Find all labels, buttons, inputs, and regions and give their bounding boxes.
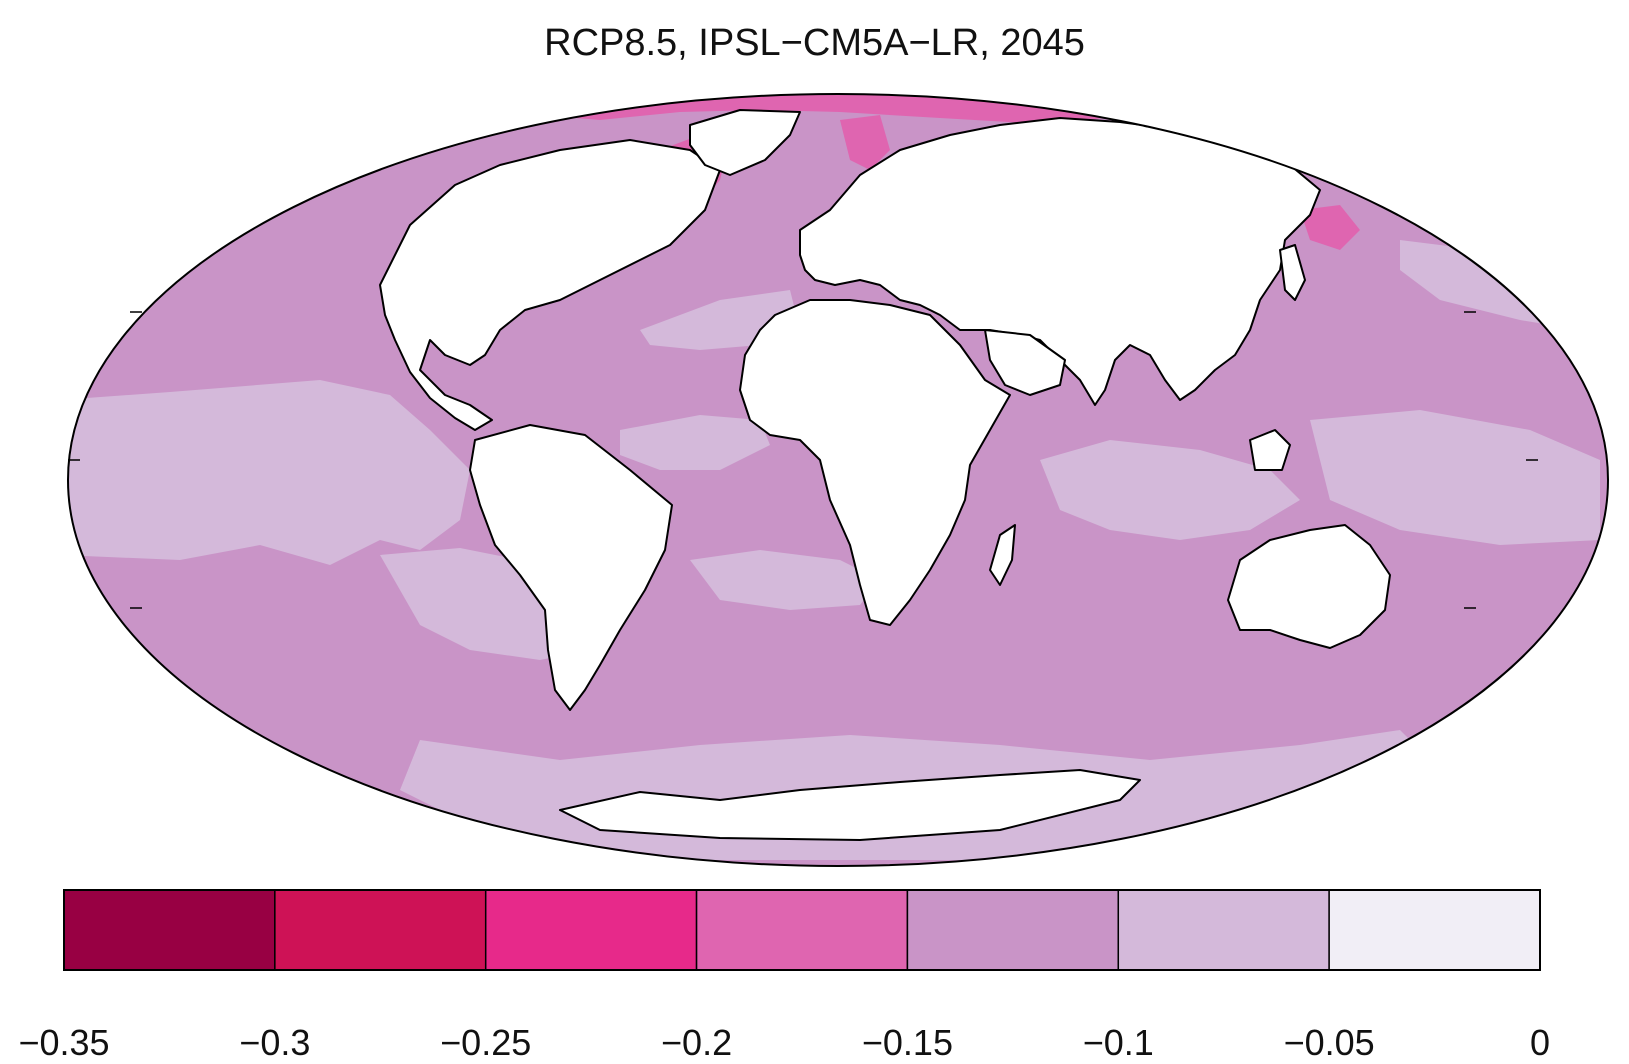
land-greenland [689, 109, 801, 176]
ocean-patch-nordic [840, 115, 890, 170]
land-borneo [1249, 429, 1291, 471]
land-madagascar [989, 524, 1016, 586]
colorbar-bin-3 [695, 889, 909, 971]
colorbar-tick-label: −0.25 [440, 1022, 532, 1063]
colorbar-bin-5 [1117, 889, 1330, 971]
colorbar-bin-1 [274, 889, 487, 971]
colorbar-bin-0 [63, 889, 276, 971]
land-japan [1279, 244, 1306, 301]
colorbar-tick-label: −0.3 [239, 1022, 311, 1063]
map-title: RCP8.5, IPSL−CM5A−LR, 2045 [544, 22, 1085, 64]
colorbar-tick-label: −0.1 [1082, 1022, 1154, 1063]
ocean-patch-okhotsk [1300, 205, 1360, 250]
colorbar-bin-2 [484, 889, 698, 971]
colorbar-tick-label: −0.05 [1283, 1022, 1375, 1063]
colorbar-tick-label: 0 [1529, 1022, 1551, 1063]
colorbar-tick-label: −0.2 [661, 1022, 733, 1063]
colorbar [63, 889, 1541, 971]
land-south-america [469, 424, 673, 711]
colorbar-bin-6 [1328, 889, 1541, 971]
ocean-band-west-pacific [1310, 410, 1600, 545]
ocean-band-tropical-pacific [68, 380, 470, 565]
land-antarctica [559, 769, 1141, 841]
colorbar-tick-label: −0.15 [861, 1022, 953, 1063]
land-north-america [379, 139, 721, 431]
ocean-band-tropical-atlantic [620, 415, 770, 470]
land-africa [739, 299, 1011, 626]
frame-ticks [68, 311, 1538, 609]
colorbar-frame [63, 889, 1541, 971]
land-eurasia [799, 117, 1321, 406]
ocean-layer [68, 94, 1608, 866]
land-australia [1227, 524, 1391, 649]
colorbar-bin-4 [906, 889, 1120, 971]
ocean-band-indian [1040, 440, 1300, 540]
map-frame [67, 93, 1609, 867]
land-masses [379, 109, 1391, 841]
colorbar-tick-label: −0.35 [18, 1022, 110, 1063]
ocean-band-south-atlantic [690, 550, 880, 610]
land-arabia [984, 329, 1066, 396]
ocean-band-south-pacific [380, 548, 590, 660]
